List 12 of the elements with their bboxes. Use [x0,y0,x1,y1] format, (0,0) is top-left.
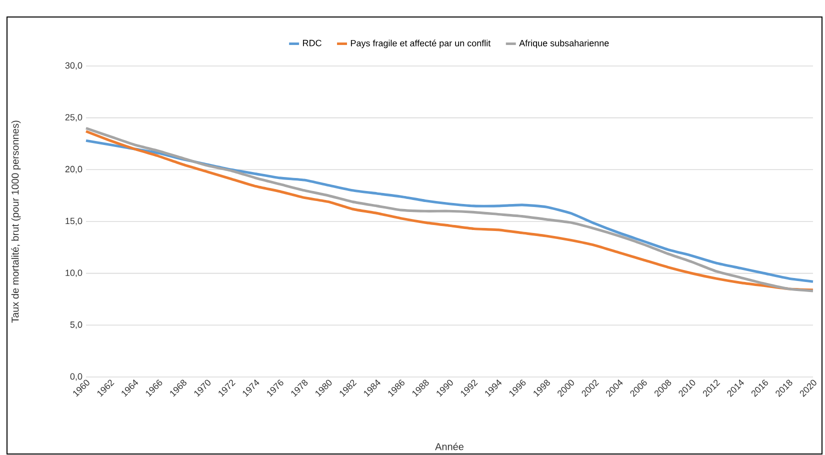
y-tick-label: 15,0 [66,218,82,226]
legend-label: Pays fragile et affecté par un conflit [350,40,491,48]
y-tick-label: 0,0 [70,373,82,381]
y-tick-label: 20,0 [65,166,82,174]
y-tick-label: 30,0 [65,62,82,70]
y-tick-label: 5,0 [70,321,82,329]
legend-label: RDC [303,40,322,46]
legend-label: Afrique subsaharienne [519,40,609,48]
y-tick-label: 10,0 [66,270,82,278]
y-axis-title: Taux de mortalité, brut (pour 1000 personnes) [11,120,21,323]
y-tick-label: 25,0 [65,114,82,122]
x-axis-title: Année [435,442,464,450]
